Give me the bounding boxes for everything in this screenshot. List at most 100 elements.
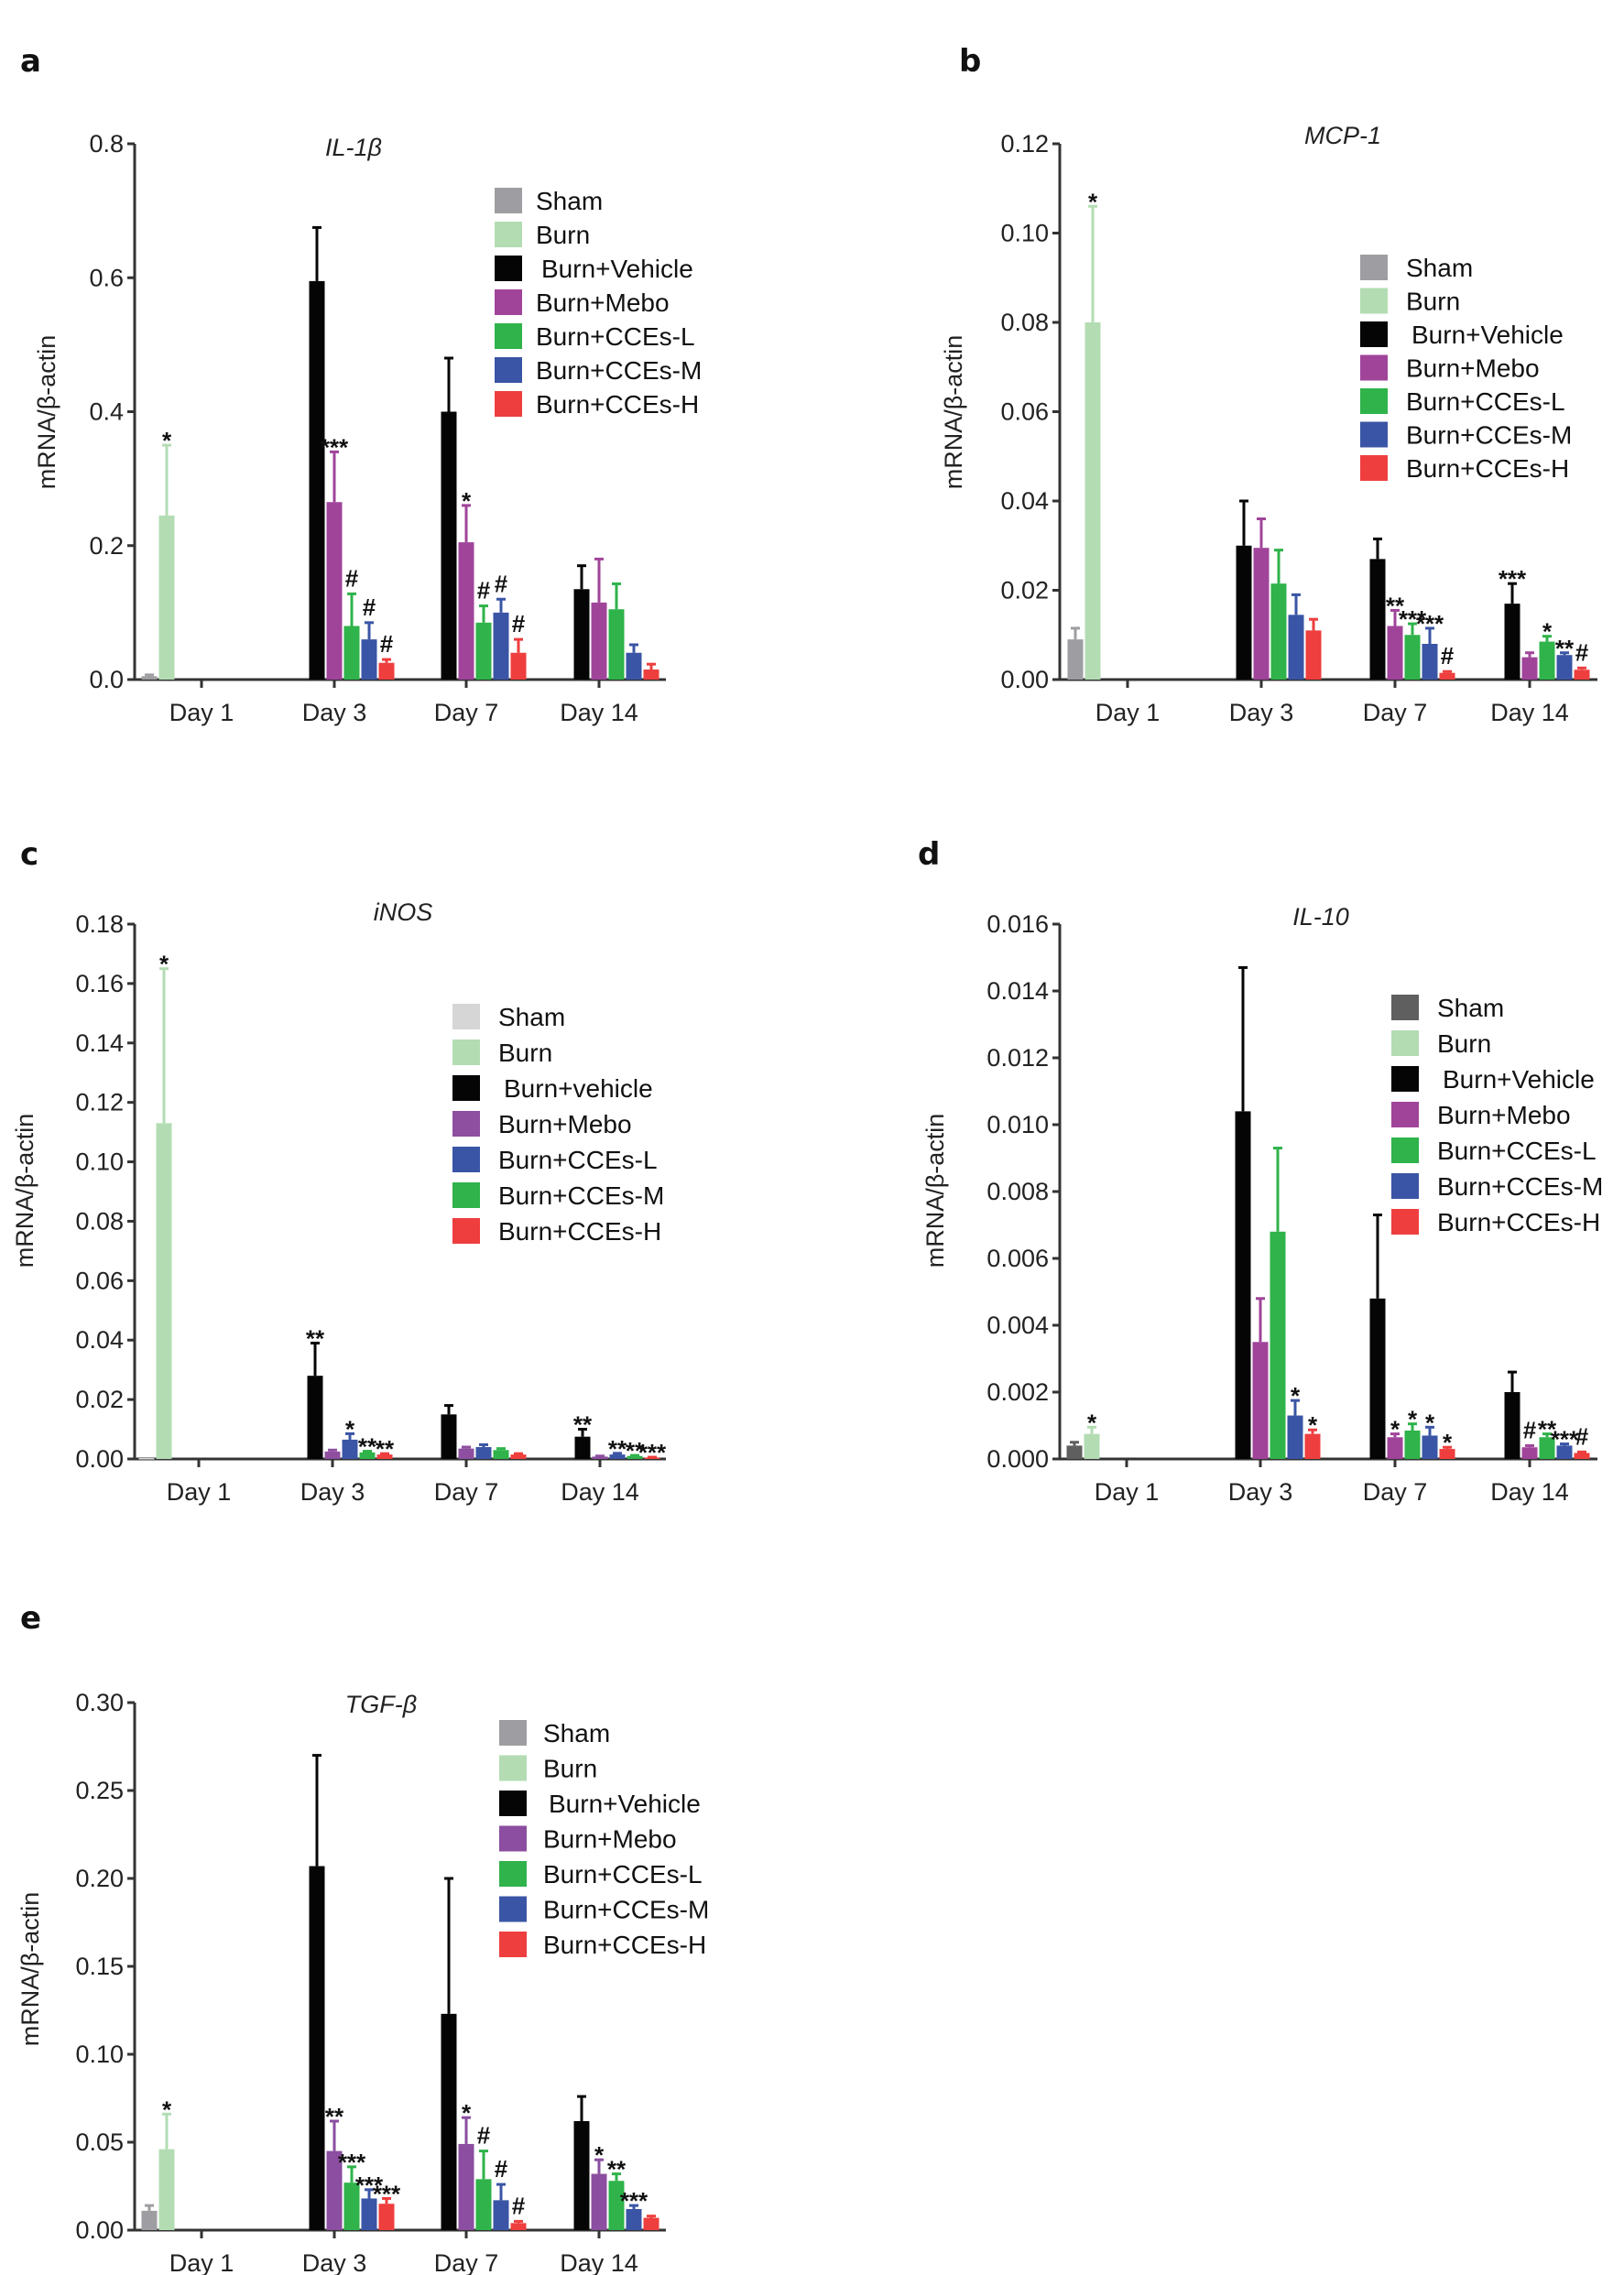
y-tick-label: 0.06 xyxy=(75,1267,124,1294)
x-tick-label: Day 3 xyxy=(302,699,367,726)
y-tick-label: 0.00 xyxy=(1000,666,1049,693)
x-tick-label: Day 7 xyxy=(434,1478,499,1506)
panel-label: d xyxy=(918,836,940,873)
x-tick-label: Day 7 xyxy=(434,2249,499,2275)
legend-swatch xyxy=(1391,1030,1419,1056)
significance-marker: *** xyxy=(1499,565,1527,593)
bar xyxy=(1539,1437,1555,1459)
bar xyxy=(1404,635,1421,680)
legend-swatch xyxy=(452,1147,480,1172)
legend-swatch xyxy=(495,357,522,383)
bar xyxy=(141,676,158,680)
y-tick-label: 0.016 xyxy=(986,910,1049,938)
legend-swatch xyxy=(495,256,522,281)
significance-marker: # xyxy=(477,577,491,604)
legend-label: Burn+vehicle xyxy=(504,1074,653,1103)
bar xyxy=(1504,1392,1520,1459)
x-tick-label: Day 1 xyxy=(1095,699,1161,726)
legend: Sham Burn Burn+Vehicle Burn+Mebo Burn+CCEs-L… xyxy=(1391,994,1603,1236)
significance-marker: * xyxy=(1390,1416,1401,1443)
significance-marker: ** xyxy=(1386,592,1405,619)
legend-swatch xyxy=(1360,354,1388,381)
y-tick-label: 0.014 xyxy=(986,977,1049,1005)
legend-swatch xyxy=(499,1825,527,1852)
legend-swatch xyxy=(495,188,522,213)
significance-marker: *** xyxy=(355,2172,384,2199)
significance-marker: *** xyxy=(321,433,349,461)
y-tick-label: 0.010 xyxy=(986,1111,1049,1138)
legend-swatch xyxy=(1391,1138,1419,1163)
legend-label: Sham xyxy=(536,187,603,215)
x-tick-label: Day 1 xyxy=(169,2249,234,2275)
bar xyxy=(626,2208,642,2230)
legend-swatch xyxy=(452,1004,480,1029)
bar xyxy=(592,1456,608,1459)
bar xyxy=(1556,1445,1573,1459)
bar xyxy=(361,639,377,680)
legend-label: Burn xyxy=(498,1039,552,1067)
significance-marker: ** xyxy=(1538,1416,1557,1443)
legend-label: Burn xyxy=(1406,288,1460,316)
legend-label: Burn+CCEs-L xyxy=(543,1860,703,1889)
significance-marker: # xyxy=(495,570,508,597)
bar xyxy=(510,1454,527,1459)
bar xyxy=(138,1458,155,1460)
legend-label: Sham xyxy=(1406,254,1473,282)
bar xyxy=(1305,630,1322,680)
bar xyxy=(1067,639,1084,680)
bar xyxy=(626,652,642,680)
bar xyxy=(510,652,527,680)
significance-marker: # xyxy=(1575,1422,1589,1450)
bar xyxy=(1369,559,1386,680)
bar xyxy=(343,626,360,680)
bar xyxy=(1270,1231,1286,1459)
panel-c: c 0.00 0.02 0.04 0.06 0.08 0.10 0.12 0.14 0.16 0.1… xyxy=(11,836,667,1506)
legend-label: Burn xyxy=(543,1755,597,1783)
legend-swatch xyxy=(499,1861,527,1887)
y-tick-label: 0.00 xyxy=(75,2216,124,2244)
legend-label: Burn+Mebo xyxy=(543,1825,677,1854)
bar xyxy=(1422,644,1438,680)
legend-label: Burn+CCEs-H xyxy=(1406,454,1569,483)
bar xyxy=(573,2120,590,2230)
chart-title: IL-10 xyxy=(1292,903,1349,931)
significance-marker: * xyxy=(1291,1382,1301,1410)
legend-swatch xyxy=(1391,1102,1419,1127)
significance-marker: # xyxy=(345,564,359,592)
significance-marker: *** xyxy=(1551,1426,1579,1453)
panel-label: e xyxy=(20,1600,41,1637)
significance-marker: * xyxy=(1308,1411,1318,1439)
legend: Sham Burn Burn+Vehicle Burn+Mebo Burn+CCEs-L… xyxy=(1360,254,1572,483)
bar xyxy=(1574,669,1590,680)
y-tick-label: 0.002 xyxy=(986,1378,1049,1406)
significance-marker: * xyxy=(1542,618,1553,646)
bar xyxy=(1521,1447,1538,1459)
significance-marker: ** xyxy=(325,2103,344,2130)
bar xyxy=(441,2013,457,2230)
legend-label: Burn+Mebo xyxy=(536,288,670,317)
legend-swatch xyxy=(1360,455,1388,481)
legend-label: Burn+CCEs-M xyxy=(543,1896,709,1924)
y-tick-label: 0.06 xyxy=(1000,398,1049,426)
legend-label: Burn+Vehicle xyxy=(541,255,693,283)
significance-marker: # xyxy=(1523,1416,1537,1443)
significance-marker: # xyxy=(1575,638,1589,666)
significance-marker: * xyxy=(462,2099,472,2127)
bar xyxy=(158,515,175,680)
bar xyxy=(441,411,457,680)
significance-marker: ** xyxy=(1555,635,1575,662)
legend-label: Burn+Vehicle xyxy=(1443,1065,1595,1094)
significance-marker: # xyxy=(495,2155,508,2182)
legend-swatch xyxy=(1391,995,1419,1020)
legend-label: Burn+CCEs-L xyxy=(536,322,695,351)
bar xyxy=(458,1448,474,1459)
significance-marker: # xyxy=(1441,642,1455,669)
panel-label: c xyxy=(20,836,38,873)
legend-swatch xyxy=(495,289,522,315)
significance-marker: *** xyxy=(338,2149,366,2176)
legend-swatch xyxy=(495,391,522,417)
bar xyxy=(574,1436,591,1459)
x-tick-label: Day 7 xyxy=(1363,699,1428,726)
bar xyxy=(1387,626,1403,680)
bar xyxy=(643,669,659,680)
